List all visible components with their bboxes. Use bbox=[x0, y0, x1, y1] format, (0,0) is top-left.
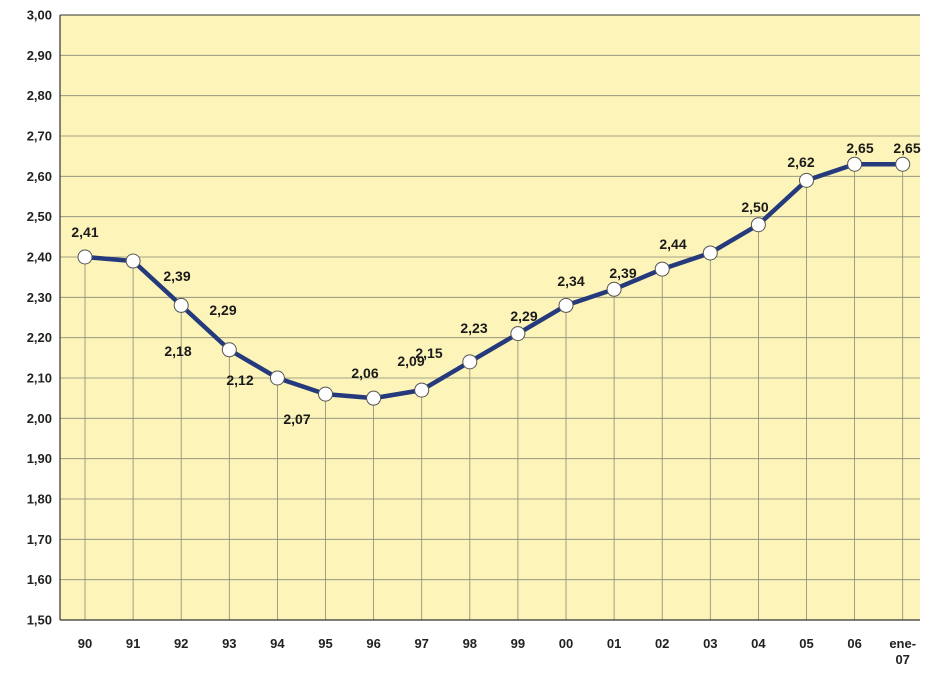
y-tick-label: 2,90 bbox=[27, 48, 52, 63]
x-tick-label: 96 bbox=[366, 636, 380, 651]
x-tick-label: 01 bbox=[607, 636, 621, 651]
data-label: 2,65 bbox=[846, 140, 873, 156]
data-label: 2,41 bbox=[71, 224, 98, 240]
y-tick-label: 1,60 bbox=[27, 572, 52, 587]
x-tick-label: 95 bbox=[318, 636, 332, 651]
data-point bbox=[462, 354, 478, 370]
data-label: 2,29 bbox=[209, 302, 236, 318]
data-label: 2,15 bbox=[415, 345, 442, 361]
y-tick-label: 2,30 bbox=[27, 290, 52, 305]
y-tick-label: 2,00 bbox=[27, 411, 52, 426]
data-label: 2,44 bbox=[659, 236, 686, 252]
data-label: 2,62 bbox=[787, 154, 814, 170]
x-tick-label: ene-07 bbox=[889, 636, 916, 667]
data-label: 2,18 bbox=[164, 343, 191, 359]
data-label: 2,39 bbox=[163, 268, 190, 284]
x-tick-label: 06 bbox=[847, 636, 861, 651]
data-label: 2,07 bbox=[283, 411, 310, 427]
data-point bbox=[847, 156, 863, 172]
data-point bbox=[702, 245, 718, 261]
y-tick-label: 1,50 bbox=[27, 613, 52, 628]
data-point bbox=[173, 297, 189, 313]
x-tick-label: 97 bbox=[414, 636, 428, 651]
y-tick-label: 3,00 bbox=[27, 8, 52, 23]
data-label: 2,12 bbox=[226, 372, 253, 388]
series-line-group bbox=[82, 161, 905, 401]
y-tick-label: 2,50 bbox=[27, 209, 52, 224]
data-label: 2,29 bbox=[510, 308, 537, 324]
data-point bbox=[221, 342, 237, 358]
x-tick-label: 02 bbox=[655, 636, 669, 651]
x-tick-label: 93 bbox=[222, 636, 236, 651]
data-markers bbox=[77, 156, 911, 406]
y-tick-label: 2,10 bbox=[27, 371, 52, 386]
data-point bbox=[654, 261, 670, 277]
data-point bbox=[799, 172, 814, 188]
plot-background bbox=[60, 15, 920, 620]
x-tick-label: 99 bbox=[511, 636, 525, 651]
plot-area bbox=[60, 15, 920, 620]
data-point bbox=[125, 253, 141, 269]
y-tick-label: 1,80 bbox=[27, 492, 52, 507]
data-label: 2,23 bbox=[460, 320, 487, 336]
data-label: 2,34 bbox=[557, 273, 584, 289]
y-tick-label: 1,90 bbox=[27, 451, 52, 466]
data-label: 2,65 bbox=[893, 140, 920, 156]
data-point bbox=[414, 382, 430, 398]
y-tick-label: 2,40 bbox=[27, 250, 52, 265]
x-tick-label: 05 bbox=[799, 636, 813, 651]
x-tick-label: 00 bbox=[559, 636, 573, 651]
data-label: 2,09 bbox=[397, 353, 424, 369]
grid-lines bbox=[60, 14, 920, 620]
y-tick-label: 2,80 bbox=[27, 88, 52, 103]
x-tick-label: 91 bbox=[126, 636, 140, 651]
data-label: 2,06 bbox=[351, 365, 378, 381]
y-tick-label: 2,60 bbox=[27, 169, 52, 184]
data-label: 2,50 bbox=[741, 199, 768, 215]
data-point bbox=[558, 297, 574, 313]
x-tick-label: 94 bbox=[270, 636, 285, 651]
x-tick-label: 90 bbox=[78, 636, 92, 651]
y-tick-label: 2,70 bbox=[27, 129, 52, 144]
axes: 1,50 1,60 1,70 1,80 1,90 2,00 2,10 2,20 2,30 2,40… bbox=[27, 8, 920, 667]
data-point bbox=[269, 370, 285, 386]
x-tick-label: 03 bbox=[703, 636, 717, 651]
data-labels: 2,41 2,39 2,18 2,12 2,07 2,06 2,092,15 2,23 2,29… bbox=[71, 140, 920, 427]
series-line bbox=[82, 161, 905, 401]
data-point bbox=[895, 156, 911, 172]
data-point bbox=[77, 249, 93, 265]
data-point bbox=[318, 386, 333, 402]
y-tick-label: 1,70 bbox=[27, 532, 52, 547]
data-point bbox=[606, 281, 622, 297]
y-tick-label: 2,20 bbox=[27, 330, 52, 345]
x-tick-label: 98 bbox=[463, 636, 477, 651]
x-tick-label: 04 bbox=[751, 636, 766, 651]
data-label: 2,39 bbox=[609, 265, 636, 281]
data-point bbox=[366, 390, 382, 406]
data-point bbox=[510, 326, 526, 342]
x-tick-label: 92 bbox=[174, 636, 188, 651]
data-point bbox=[750, 217, 766, 233]
